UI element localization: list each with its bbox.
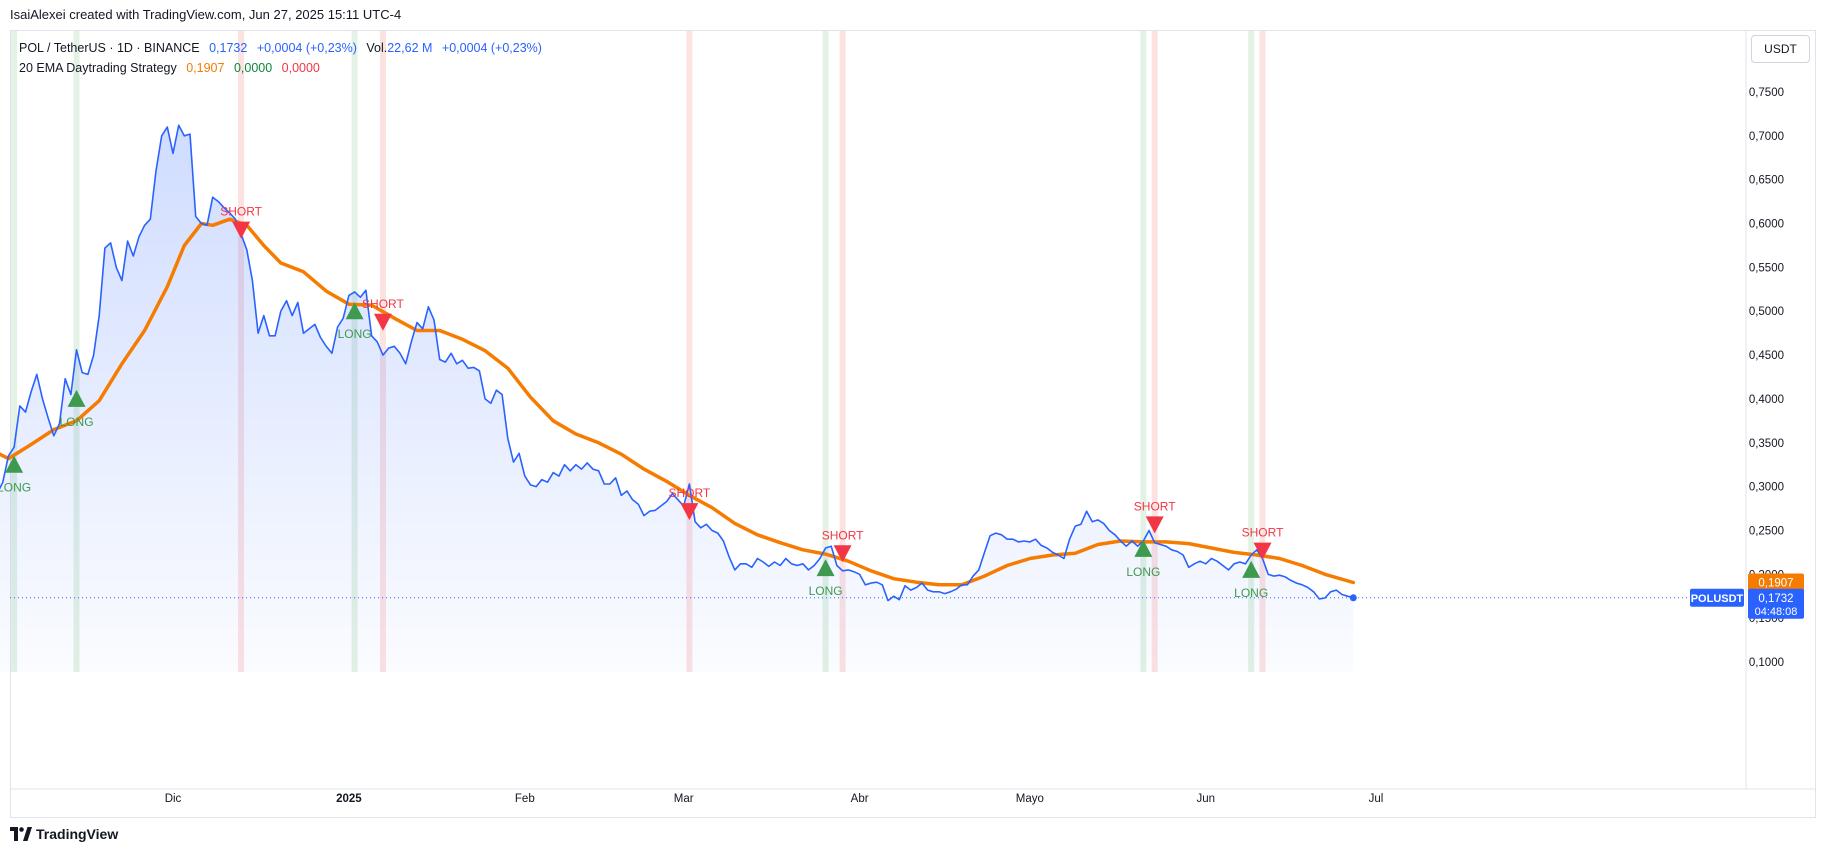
last-price-badge (1748, 588, 1804, 619)
chart-legend: POL / TetherUS · 1D · BINANCE 0,1732 +0,… (19, 38, 542, 78)
price-change: +0,0004 (+0,23%) (256, 41, 357, 55)
x-tick-label: Jul (1369, 793, 1384, 805)
strategy-long-value: 0,0000 (233, 61, 273, 75)
price-line[interactable] (0, 124, 1354, 602)
tradingview-icon (10, 827, 32, 841)
long-signal-band (1140, 31, 1147, 672)
ema-price-badge-text: 0,1907 (1758, 577, 1793, 589)
long-signal-marker[interactable] (1242, 560, 1261, 578)
volume-change: +0,0004 (+0,23%) (441, 41, 542, 55)
long-signal-label: LONG (1126, 565, 1160, 579)
y-tick-label: 0,6500 (1749, 175, 1784, 187)
x-tick-label: 2025 (336, 793, 362, 805)
y-tick-label: 0,3500 (1749, 438, 1784, 450)
strategy-ema-value: 0,1907 (186, 61, 225, 75)
short-signal-label: SHORT (822, 528, 864, 542)
x-tick-label: Jun (1196, 793, 1215, 805)
y-tick-label: 0,7000 (1749, 131, 1784, 143)
x-tick-label: Mar (674, 793, 694, 805)
last-price-dot (1349, 594, 1357, 602)
currency-button[interactable]: USDT (1751, 35, 1810, 63)
tradingview-brand: TradingView (36, 826, 119, 842)
y-tick-label: 0,4500 (1749, 350, 1784, 362)
long-signal-marker[interactable] (67, 389, 86, 407)
y-tick-label: 0,3000 (1749, 482, 1784, 494)
short-signal-label: SHORT (362, 297, 404, 311)
ema-price-badge (1748, 573, 1804, 592)
price-area-fill (0, 125, 1354, 672)
y-tick-label: 0,2500 (1749, 525, 1784, 537)
short-signal-marker[interactable] (680, 503, 699, 521)
short-signal-marker[interactable] (1253, 542, 1272, 560)
short-signal-marker[interactable] (1145, 516, 1164, 534)
long-signal-band (11, 31, 18, 672)
long-signal-label: LONG (809, 584, 843, 598)
countdown-text: 04:48:08 (1755, 606, 1798, 618)
x-tick-label: Mayo (1016, 793, 1044, 805)
y-tick-label: 0,5000 (1749, 306, 1784, 318)
short-signal-label: SHORT (1134, 499, 1176, 513)
chart-frame (10, 30, 1816, 818)
last-price-badge-text: 0,1732 (1758, 593, 1793, 605)
long-signal-label: LONG (1234, 586, 1268, 600)
strategy-name[interactable]: 20 EMA Daytrading Strategy (19, 61, 177, 75)
short-signal-marker[interactable] (373, 313, 392, 331)
short-signal-label: SHORT (668, 486, 710, 500)
symbol-badge-text: POLUSDT (1691, 593, 1744, 605)
long-signal-marker[interactable] (345, 302, 364, 320)
strategy-short-value: 0,0000 (281, 61, 320, 75)
y-tick-label: 0,4000 (1749, 394, 1784, 406)
y-tick-label: 0,7500 (1749, 87, 1784, 99)
long-signal-band (822, 31, 829, 672)
chart-attribution: IsaiAlexei created with TradingView.com,… (10, 7, 402, 22)
x-tick-label: Abr (851, 793, 869, 805)
symbol-badge (1690, 588, 1744, 607)
strategy-legend-row: 20 EMA Daytrading Strategy 0,1907 0,0000… (19, 58, 542, 78)
short-signal-marker[interactable] (833, 545, 852, 563)
short-signal-label: SHORT (220, 205, 262, 219)
long-signal-label: LONG (0, 481, 31, 495)
short-signal-band (1259, 31, 1266, 672)
long-signal-marker[interactable] (1134, 539, 1153, 557)
volume-label: Vol. (366, 41, 388, 55)
short-signal-band (839, 31, 846, 672)
y-tick-label: 0,1000 (1749, 657, 1784, 669)
y-tick-label: 0,6000 (1749, 219, 1784, 231)
volume-value: 22,62 M (387, 41, 433, 55)
symbol-legend-row: POL / TetherUS · 1D · BINANCE 0,1732 +0,… (19, 38, 542, 58)
x-tick-label: Dic (165, 793, 182, 805)
long-signal-label: LONG (338, 327, 372, 341)
short-signal-label: SHORT (1242, 526, 1284, 540)
long-signal-marker[interactable] (5, 455, 24, 473)
y-tick-label: 0,5500 (1749, 262, 1784, 274)
last-price: 0,1732 (209, 41, 248, 55)
long-signal-band (1248, 31, 1255, 672)
short-signal-band (379, 31, 386, 672)
short-signal-band (686, 31, 693, 672)
short-signal-band (1151, 31, 1158, 672)
long-signal-marker[interactable] (816, 559, 835, 577)
short-signal-marker[interactable] (232, 221, 251, 239)
symbol-title[interactable]: POL / TetherUS · 1D · BINANCE (19, 41, 200, 55)
x-tick-label: Feb (515, 793, 535, 805)
tradingview-logo[interactable]: TradingView (10, 826, 118, 842)
long-signal-label: LONG (60, 415, 94, 429)
